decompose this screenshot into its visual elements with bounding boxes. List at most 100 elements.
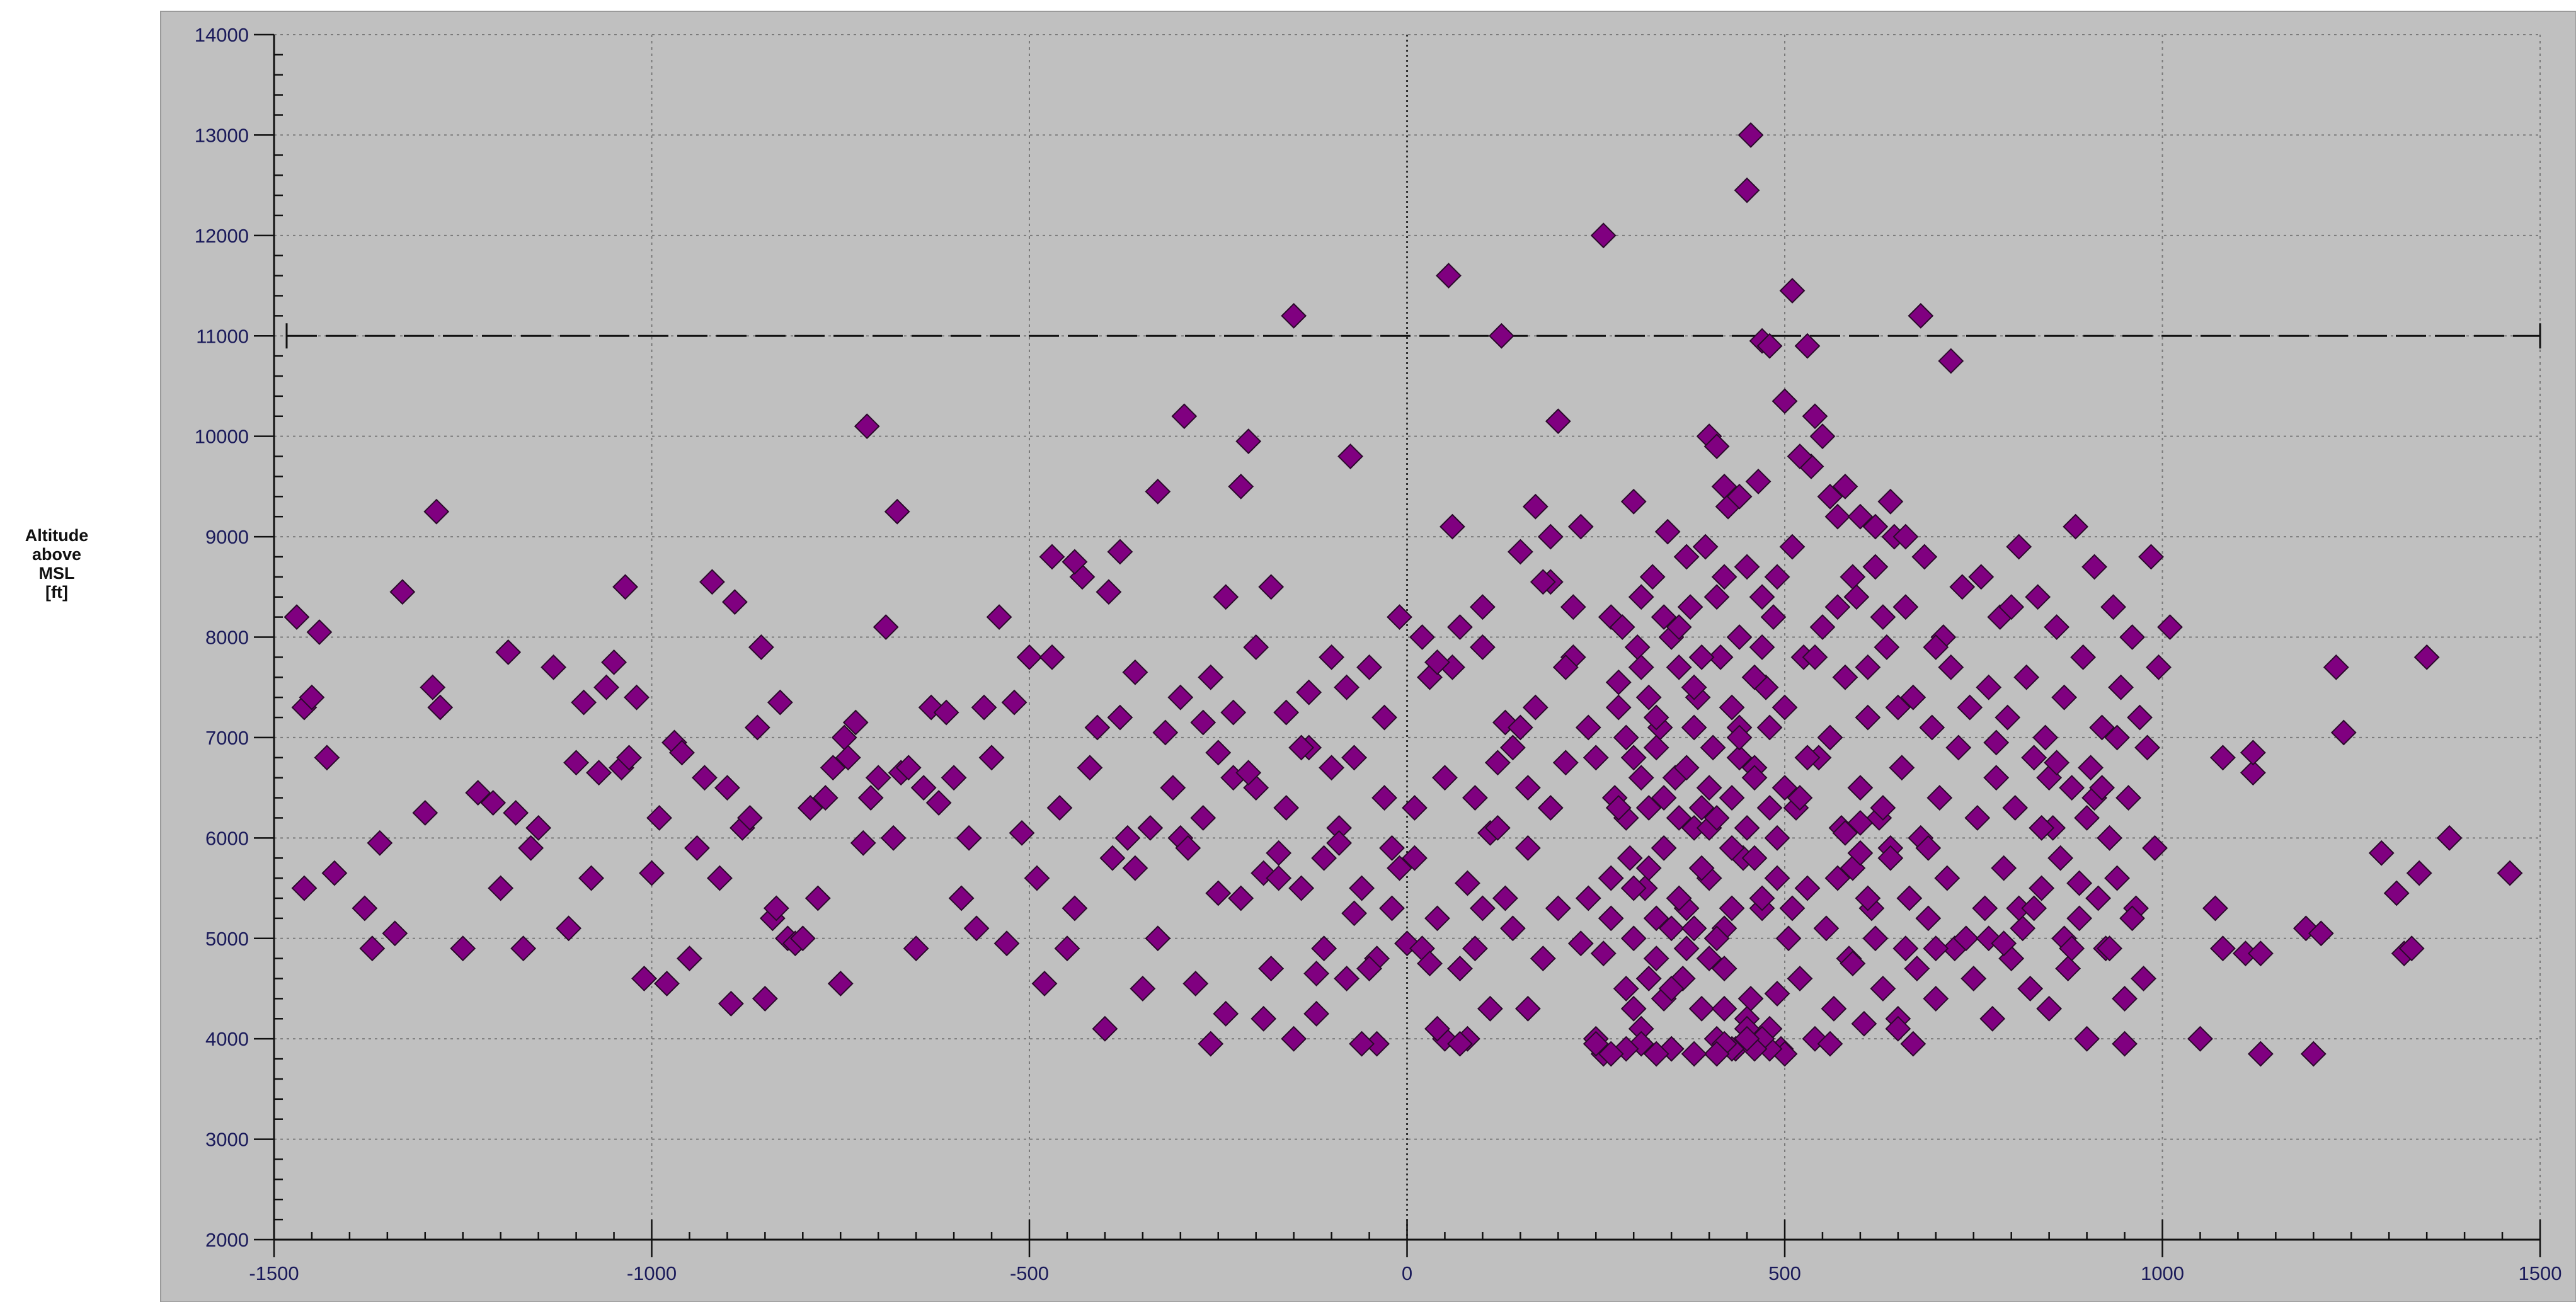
data-point (804, 885, 831, 911)
data-point (1756, 333, 1783, 359)
data-point (1847, 810, 1874, 836)
data-point (1779, 534, 1806, 560)
data-point (1794, 333, 1821, 359)
data-point (1703, 584, 1730, 610)
data-point (1530, 569, 1556, 595)
data-point (1862, 925, 1889, 952)
data-point (1809, 614, 1836, 640)
data-point (1764, 865, 1790, 891)
data-point (1620, 995, 1647, 1022)
data-point (2142, 835, 2168, 861)
data-point (1096, 579, 1122, 605)
data-point (2097, 825, 2122, 851)
data-point (1349, 875, 1375, 901)
data-point (1145, 478, 1171, 505)
data-point (1039, 544, 1065, 570)
data-point (1447, 1031, 1473, 1057)
data-point (1205, 740, 1232, 766)
data-point (744, 714, 770, 741)
data-point (986, 604, 1012, 631)
data-point (2036, 995, 2063, 1022)
data-point (1734, 814, 1760, 841)
data-point (1855, 704, 1881, 731)
data-point (1658, 915, 1685, 942)
x-tick-label: -1000 (627, 1262, 677, 1284)
data-point (1703, 1041, 1730, 1067)
data-point (2383, 880, 2410, 906)
data-point (1567, 930, 1594, 957)
data-point (1598, 865, 1624, 891)
data-point (1016, 644, 1043, 670)
data-point (1092, 1015, 1118, 1042)
data-point (1001, 689, 1028, 716)
data-point (1190, 805, 1216, 831)
data-point (1171, 403, 1198, 430)
data-point (1957, 694, 1983, 721)
data-point (1046, 795, 1073, 821)
data-point (495, 639, 522, 665)
data-point (850, 830, 876, 856)
data-point (2104, 865, 2130, 891)
data-point (1643, 704, 1669, 731)
data-point (359, 935, 386, 962)
data-point (1711, 956, 1737, 981)
data-point (1152, 719, 1179, 746)
data-point (518, 835, 544, 861)
data-point (1824, 594, 1851, 620)
data-point (1734, 554, 1760, 580)
data-point (1688, 795, 1715, 821)
data-point (1945, 734, 1972, 761)
data-point (1711, 564, 1737, 590)
data-point (1938, 654, 1964, 680)
data-point (1507, 539, 1533, 565)
data-point (2497, 860, 2523, 886)
data-point (2051, 684, 2078, 711)
data-point (1198, 664, 1224, 690)
y-tick-label: 10000 (195, 426, 249, 448)
data-point (2323, 654, 2349, 680)
data-point (427, 694, 454, 721)
data-point (1832, 473, 1858, 500)
data-point (1794, 875, 1821, 901)
data-point (389, 579, 416, 605)
data-point (1175, 835, 1201, 861)
data-point (1862, 513, 1889, 540)
data-point (1477, 995, 1503, 1022)
data-point (1794, 745, 1821, 771)
data-point (763, 895, 789, 922)
data-point (2013, 664, 2040, 690)
data-point (510, 935, 537, 962)
data-point (1802, 644, 1828, 670)
data-point (1923, 935, 1949, 962)
data-point (1855, 654, 1881, 680)
data-point (2044, 614, 2070, 640)
data-point (2017, 976, 2044, 1002)
data-point (1772, 775, 1798, 801)
data-point (2032, 724, 2059, 751)
data-point (1677, 594, 1703, 620)
data-point (1620, 745, 1647, 771)
data-point (1900, 1031, 1926, 1057)
data-point (1862, 554, 1889, 580)
data-point (1341, 900, 1367, 927)
data-point (1953, 925, 1979, 952)
data-point (1934, 865, 1961, 891)
data-point (1575, 714, 1601, 741)
data-point (854, 413, 880, 440)
data-point (1424, 649, 1450, 675)
data-point (2210, 745, 2236, 771)
data-point (1334, 966, 1360, 991)
data-point (1719, 895, 1745, 922)
data-point (1847, 503, 1874, 530)
data-point (1334, 674, 1360, 700)
y-axis-label: Altitude above MSL [ft] (13, 526, 101, 602)
data-point (1968, 564, 1995, 590)
data-point (2070, 644, 2097, 670)
data-point (1319, 644, 1345, 670)
data-point (1809, 423, 1836, 450)
data-point (1281, 1025, 1307, 1052)
data-point (1484, 814, 1511, 841)
data-point (2330, 719, 2357, 746)
data-point (2047, 845, 2074, 871)
data-point (1764, 825, 1790, 851)
